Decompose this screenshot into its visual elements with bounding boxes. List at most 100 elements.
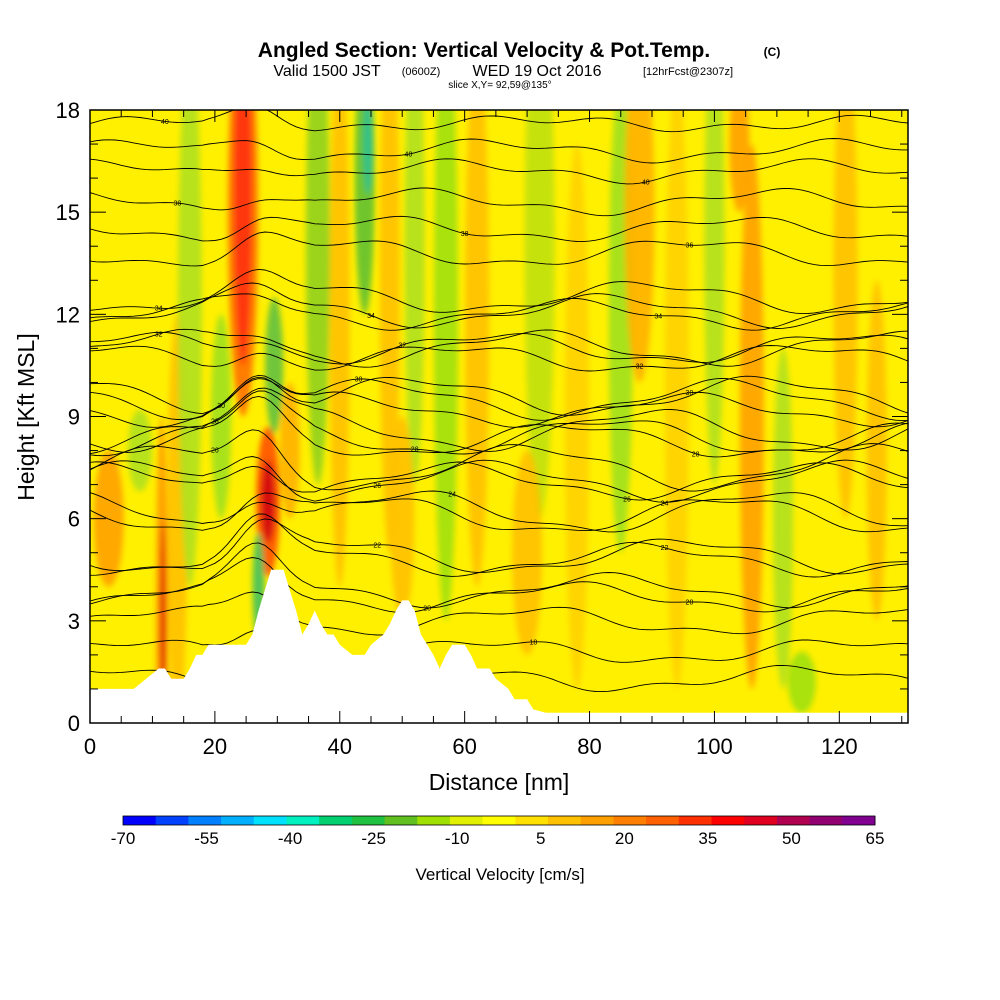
slice-label: slice X,Y= 92,59@135°: [448, 80, 551, 91]
colorbar-swatch: [253, 816, 287, 825]
isentrope-label: 40: [405, 152, 413, 159]
colorbar-swatch: [646, 816, 680, 825]
isentrope-label: 38: [174, 201, 182, 208]
isentrope-line: [90, 557, 908, 614]
colorbar-swatch: [678, 816, 713, 825]
velocity-cell: [362, 110, 373, 196]
y-tick-label: 9: [68, 405, 80, 430]
colorbar-swatch: [319, 816, 353, 825]
isentrope-line: [90, 490, 908, 533]
colorbar-tick-label: -55: [194, 829, 219, 848]
potential-temperature-contours: [90, 110, 908, 693]
colorbar-tick-label: 5: [536, 829, 545, 848]
velocity-cell: [773, 348, 794, 689]
colorbar-swatch: [482, 816, 516, 825]
isentrope-line: [90, 378, 908, 428]
x-tick-label: 60: [452, 734, 476, 759]
y-axis-label: Height [Kft MSL]: [13, 333, 39, 500]
colorbar-swatch: [580, 816, 614, 825]
isentrope-label: 18: [529, 639, 537, 646]
isentrope-line: [90, 513, 908, 578]
isentrope-label: 32: [636, 364, 644, 371]
isentrope-line: [90, 328, 908, 368]
isentrope-label: 30: [355, 376, 363, 383]
isentrope-line: [90, 158, 908, 185]
velocity-cell: [465, 110, 490, 587]
x-tick-label: 100: [696, 734, 733, 759]
isentrope-line: [90, 629, 908, 663]
y-tick-label: 0: [68, 711, 80, 736]
isentrope-line: [90, 387, 908, 453]
x-tick-label: 0: [84, 734, 96, 759]
isentrope-label: 32: [398, 343, 406, 350]
velocity-cell: [866, 280, 887, 621]
colorbar-swatch: [842, 816, 876, 825]
colorbar-swatch: [155, 816, 189, 825]
velocity-cell: [524, 110, 555, 519]
isentrope-label: 34: [155, 306, 163, 313]
subtitle-utc: (0600Z): [402, 66, 441, 78]
colorbar-swatch: [776, 816, 811, 825]
colorbar-swatch: [809, 816, 843, 825]
isentrope-line: [90, 456, 908, 503]
isentrope-line: [90, 345, 908, 372]
isentrope-line: [90, 268, 908, 315]
subtitle-date: WED 19 Oct 2016: [473, 63, 602, 80]
isentrope-line: [90, 110, 908, 133]
colorbar-swatch: [711, 816, 745, 825]
isentrope-line: [90, 138, 908, 164]
velocity-cell: [739, 144, 764, 689]
x-tick-label: 80: [577, 734, 601, 759]
isentrope-label: 40: [161, 119, 169, 126]
colorbar-swatch: [188, 816, 222, 825]
isentrope-line: [90, 591, 908, 636]
colorbar-tick-label: -25: [361, 829, 386, 848]
colorbar: -70 -55 -40 -25 -10 5 20 35 50 65: [111, 815, 885, 848]
isentrope-label: 30: [686, 390, 694, 397]
y-tick-label: 18: [56, 98, 80, 123]
isentrope-line: [90, 231, 908, 267]
colorbar-tick-label: 50: [782, 829, 801, 848]
isentrope-label: 40: [642, 180, 650, 187]
velocity-cell: [787, 651, 816, 713]
isentrope-line: [90, 331, 908, 365]
colorbar-tick-label: 65: [866, 829, 885, 848]
velocity-cell: [329, 110, 350, 587]
velocity-cell: [704, 110, 725, 485]
vertical-velocity-field: 40 40 40 38 38 36 34 34 34 32 32 32 30 30 30 28 28 28 26 26…: [90, 110, 908, 723]
isentrope-label: 28: [692, 451, 700, 458]
colorbar-tick-label: -70: [111, 829, 136, 848]
isentrope-line: [90, 492, 908, 533]
x-tick-label: 120: [821, 734, 858, 759]
chart-title: Angled Section: Vertical Velocity & Pot.…: [258, 39, 710, 62]
colorbar-swatch: [351, 816, 386, 825]
isentrope-label: 32: [155, 331, 163, 338]
isentrope-label: 26: [211, 448, 219, 455]
colorbar-swatch: [221, 816, 255, 825]
velocity-cell: [127, 409, 152, 492]
terrain: [90, 569, 908, 723]
isentrope-line: [90, 374, 908, 422]
chart-title-unit: (C): [764, 45, 781, 59]
velocity-cell: [260, 460, 275, 543]
isentrope-line: [90, 461, 908, 501]
colorbar-swatch: [384, 816, 418, 825]
isentrope-label: 26: [623, 496, 631, 503]
y-tick-label: 15: [56, 200, 80, 225]
isentrope-label: 24: [661, 501, 669, 508]
y-tick-label: 12: [56, 302, 80, 327]
isentrope-line: [90, 375, 908, 416]
isentrope-line: [90, 542, 908, 609]
isentrope-label: 34: [367, 313, 375, 320]
subtitle-valid: Valid 1500 JST: [273, 63, 381, 80]
x-tick-label: 40: [328, 734, 352, 759]
colorbar-swatch: [286, 816, 320, 825]
velocity-cell: [265, 297, 284, 434]
colorbar-swatch: [449, 816, 484, 825]
isentrope-label: 28: [211, 418, 219, 425]
isentrope-line: [90, 395, 908, 458]
colorbar-swatch: [417, 816, 451, 825]
y-tick-label: 6: [68, 507, 80, 532]
